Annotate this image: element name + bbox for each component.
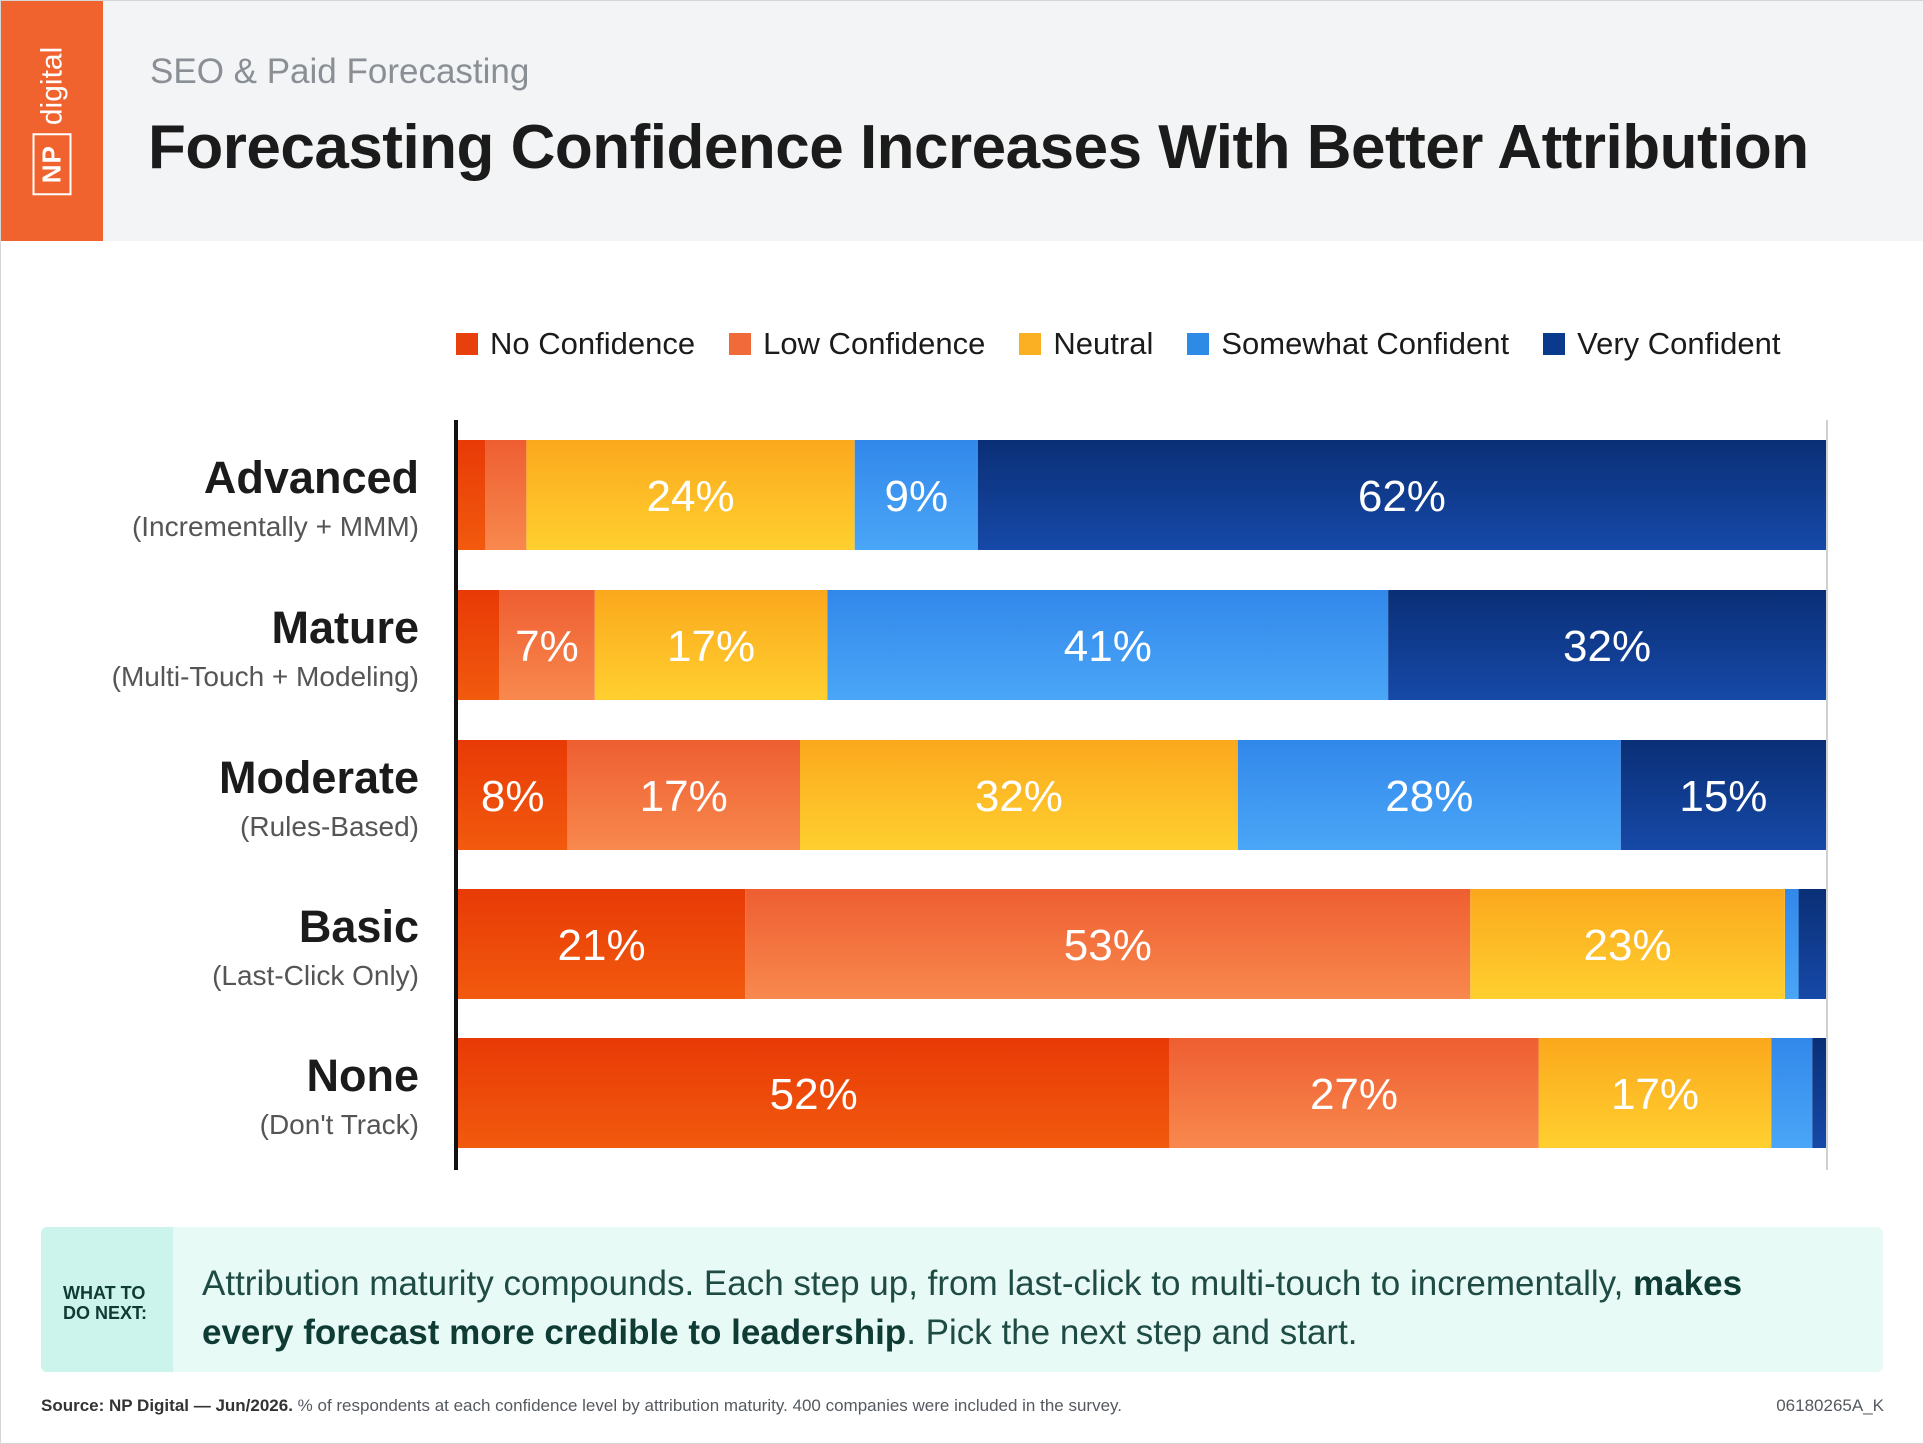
category-sublabel: (Rules-Based): [240, 811, 419, 842]
header: [1, 1, 1923, 241]
legend-label: No Confidence: [490, 326, 696, 361]
bar-segment: [499, 590, 595, 700]
category-sublabel: (Multi-Touch + Modeling): [112, 661, 419, 692]
data-label: 27%: [1310, 1070, 1398, 1119]
bar-segment: [458, 740, 568, 850]
legend-swatch: [456, 333, 478, 355]
bar-segment: [745, 889, 1471, 999]
source-text: % of respondents at each confidence leve…: [292, 1396, 1122, 1415]
source-footnote: Source: NP Digital — Jun/2026. % of resp…: [41, 1396, 1122, 1416]
note-text-part: Attribution maturity compounds. Each ste…: [202, 1264, 1634, 1303]
page-subtitle: SEO & Paid Forecasting: [150, 52, 530, 91]
what-to-do-next-box: WHAT TO DO NEXT: Attribution maturity co…: [41, 1227, 1883, 1372]
legend-label: Low Confidence: [763, 326, 986, 361]
bar-segment: [458, 440, 486, 550]
bar-segment: [1237, 740, 1621, 850]
category-label: Moderate: [219, 752, 419, 803]
stacked-bar-chart: 24% 9% 62% Advanced (Incrementally + MMM) 7% 1…: [112, 420, 1828, 1170]
chart-legend: No Confidence Low Confidence Neutral Som…: [456, 326, 1780, 362]
data-label: 53%: [1064, 921, 1152, 970]
page-title: Forecasting Confidence Increases With Be…: [148, 113, 1809, 182]
bar-segment: [800, 740, 1238, 850]
data-label: 15%: [1679, 772, 1767, 821]
what-to-do-next-tag: WHAT TO DO NEXT:: [41, 1227, 173, 1372]
legend-item-very-confident: Very Confident: [1543, 326, 1780, 362]
category-label: Basic: [299, 901, 419, 952]
data-label: 32%: [1563, 622, 1651, 671]
legend-swatch: [729, 333, 752, 355]
category-label: None: [307, 1050, 420, 1101]
bar-segment: [485, 440, 527, 550]
tag-line: DO NEXT:: [63, 1303, 148, 1323]
legend-item-somewhat-confident: Somewhat Confident: [1187, 326, 1509, 362]
legend-label: Very Confident: [1577, 326, 1781, 361]
data-label: 28%: [1385, 772, 1473, 821]
bar-segment: [827, 590, 1389, 700]
bar-segment: [594, 590, 828, 700]
data-label: 32%: [975, 772, 1063, 821]
np-digital-logo: NP digital: [1, 1, 103, 241]
data-label: 41%: [1064, 622, 1152, 671]
legend-item-low-confidence: Low Confidence: [729, 326, 985, 362]
data-label: 23%: [1584, 921, 1672, 970]
legend-swatch: [1019, 333, 1042, 355]
category-sublabel: (Last-Click Only): [212, 960, 419, 991]
legend-label: Somewhat Confident: [1221, 326, 1510, 361]
bar-segment: [977, 440, 1826, 550]
data-label: 21%: [558, 921, 646, 970]
data-label: 8%: [481, 772, 545, 821]
legend-label: Neutral: [1053, 326, 1154, 361]
legend-item-no-confidence: No Confidence: [456, 326, 695, 362]
bar-segment: [1620, 740, 1826, 850]
legend-item-neutral: Neutral: [1019, 326, 1153, 362]
bar-segment: [458, 590, 499, 700]
bar-segment: [1771, 1038, 1813, 1148]
legend-swatch: [1187, 333, 1210, 355]
document-code: 06180265A_K: [1776, 1396, 1884, 1415]
note-text-part: . Pick the next step and start.: [906, 1313, 1358, 1352]
data-label: 17%: [667, 622, 755, 671]
data-label: 9%: [885, 472, 949, 521]
bar-segment: [458, 1038, 1170, 1148]
category-label: Mature: [271, 602, 419, 653]
data-label: 52%: [770, 1070, 858, 1119]
legend-swatch: [1543, 333, 1566, 355]
data-label: 62%: [1358, 472, 1446, 521]
bar-segment: [854, 440, 978, 550]
category-label: Advanced: [204, 452, 419, 503]
what-to-do-next-text: Attribution maturity compounds. Each ste…: [202, 1259, 1842, 1357]
bar-segment: [458, 889, 746, 999]
data-label: 24%: [647, 472, 735, 521]
category-sublabel: (Don't Track): [260, 1109, 419, 1140]
source-label: Source: NP Digital — Jun/2026.: [41, 1396, 293, 1415]
bar-segment: [1812, 1038, 1826, 1148]
bar-segment: [1470, 889, 1785, 999]
data-label: 7%: [515, 622, 579, 671]
note-text-bold: makes every forecast more credible to le…: [202, 1264, 1743, 1352]
bar-segment: [1798, 889, 1826, 999]
bar-segment: [1785, 889, 1799, 999]
tag-line: WHAT TO: [63, 1283, 146, 1303]
category-sublabel: (Incrementally + MMM): [132, 511, 419, 542]
bar-segment: [1169, 1038, 1539, 1148]
bar-segment: [1388, 590, 1826, 700]
bar-segment: [567, 740, 800, 850]
data-label: 17%: [1611, 1070, 1699, 1119]
data-label: 17%: [640, 772, 728, 821]
bar-segment: [526, 440, 855, 550]
bar-segment: [1538, 1038, 1772, 1148]
